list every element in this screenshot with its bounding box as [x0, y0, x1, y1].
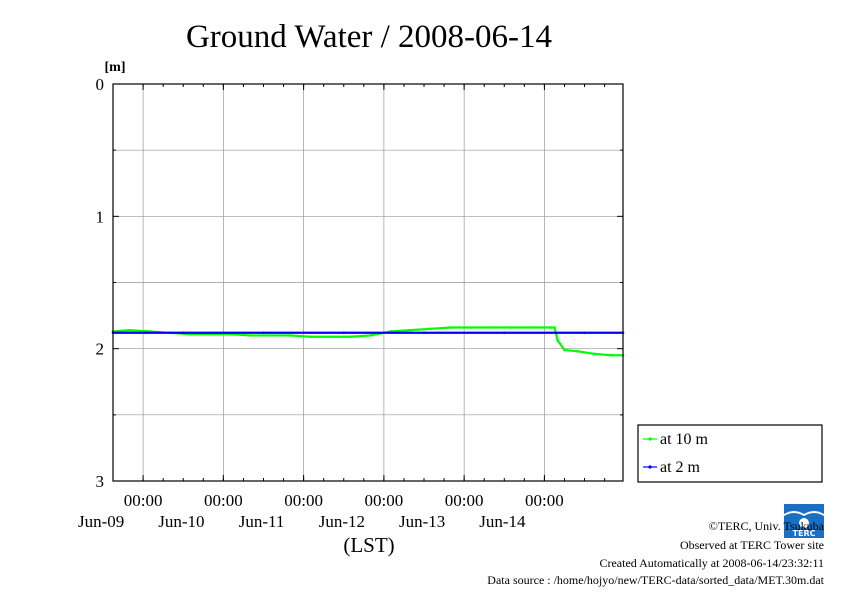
series-point-1: [342, 331, 346, 335]
grid: [113, 84, 623, 481]
series-point-0: [429, 327, 433, 331]
series-point-0: [549, 326, 553, 329]
series-line-0: [112, 326, 623, 357]
footer-source: Data source : /home/hojyo/new/TERC-data/…: [487, 573, 824, 587]
series-point-0: [288, 334, 292, 337]
series-point-0: [593, 352, 596, 356]
x-tick-time-label: 00:00: [204, 491, 243, 510]
series-point-0: [563, 348, 566, 352]
y-axis: 0 1 2 3: [96, 75, 623, 491]
series-point-1: [422, 331, 426, 335]
series-point-0: [576, 350, 580, 353]
series-point-0: [409, 328, 412, 332]
x-axis-label: (LST): [343, 533, 394, 557]
x-tick-time-label: 00:00: [445, 491, 484, 510]
footer-observed: Observed at TERC Tower site: [679, 538, 824, 552]
series-point-0: [509, 326, 513, 329]
x-tick-date-label: Jun-13: [399, 512, 445, 531]
series-point-0: [329, 335, 332, 339]
x-tick-date-label: Jun-12: [319, 512, 365, 531]
series-point-0: [369, 334, 372, 337]
series-point-0: [489, 326, 493, 329]
chart-title: Ground Water / 2008-06-14: [186, 19, 552, 55]
series-point-0: [469, 326, 473, 329]
y-tick-label: 1: [96, 207, 105, 226]
series-point-0: [449, 326, 453, 329]
legend-label-0: at 10 m: [660, 431, 709, 448]
x-tick-time-label: 00:00: [124, 491, 163, 510]
legend-label-1: at 2 m: [660, 459, 701, 476]
terc-logo-drop: [799, 518, 809, 528]
x-tick-date-label: Jun-11: [239, 512, 285, 531]
y-axis-unit: [m]: [105, 60, 126, 75]
plot-frame: [112, 83, 624, 482]
terc-logo: TERC: [784, 504, 824, 538]
footer-created: Created Automatically at 2008-06-14/23:3…: [599, 556, 824, 570]
series-point-0: [248, 334, 252, 337]
y-tick-label: 3: [96, 472, 105, 491]
terc-logo-text: TERC: [793, 529, 816, 538]
x-axis: 00:00Jun-0900:00Jun-1000:00Jun-1100:00Ju…: [78, 84, 606, 531]
terc-logo-icon: TERC: [784, 504, 824, 538]
series-point-1: [262, 331, 265, 335]
series-point-1: [181, 331, 185, 335]
legend-marker-1: [648, 465, 652, 469]
series-point-0: [349, 335, 352, 339]
series-point-0: [529, 326, 533, 329]
x-tick-time-label: 00:00: [525, 491, 564, 510]
series-layer: [111, 326, 625, 357]
series-point-1: [502, 331, 506, 335]
y-tick-label: 2: [96, 340, 105, 359]
series-point-0: [268, 334, 272, 337]
series-point-0: [556, 339, 560, 343]
x-tick-date-label: Jun-10: [158, 512, 204, 531]
footer-copyright: ©TERC, Univ. Tsukuba: [708, 519, 824, 533]
series-point-0: [128, 328, 132, 332]
x-tick-time-label: 00:00: [284, 491, 323, 510]
legend: at 10 m at 2 m: [637, 424, 823, 483]
legend-marker-0: [648, 437, 652, 441]
x-tick-date-label: Jun-09: [78, 512, 124, 531]
series-point-0: [553, 326, 556, 329]
series-point-1: [583, 331, 586, 335]
series-point-0: [609, 353, 613, 357]
legend-box: [637, 424, 823, 483]
series-point-0: [309, 335, 312, 339]
y-tick-label: 0: [96, 75, 105, 94]
x-tick-time-label: 00:00: [365, 491, 404, 510]
x-tick-date-label: Jun-14: [479, 512, 526, 531]
